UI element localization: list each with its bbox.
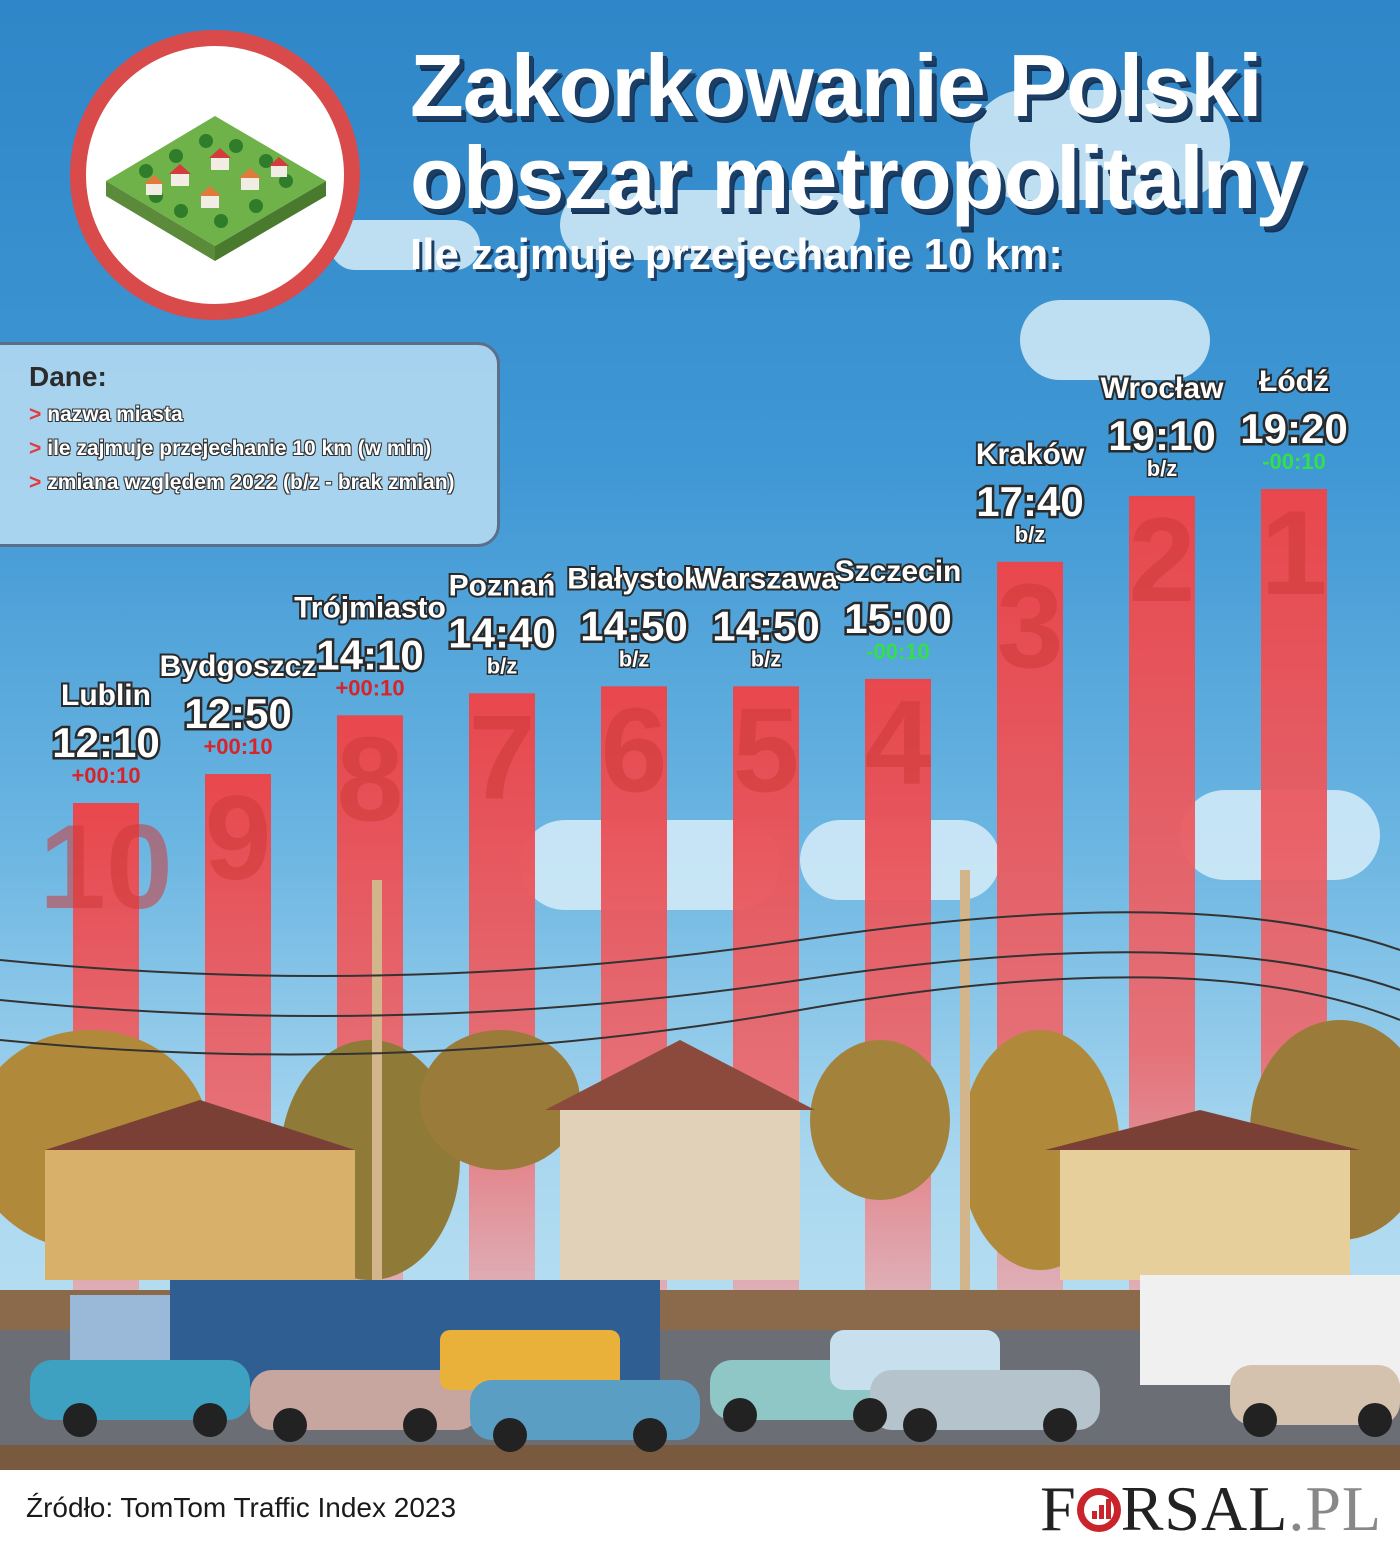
city-label: Wrocław	[1101, 372, 1224, 405]
bar-chart-o-icon	[1076, 1488, 1121, 1532]
legend-item-label: nazwa miasta	[47, 403, 183, 426]
rank-label: 1	[1261, 486, 1328, 620]
rank-label: 3	[997, 559, 1064, 693]
chevron-right-icon: >	[29, 403, 42, 426]
title-line-2: obszar metropolitalny	[410, 128, 1304, 227]
change-label: +00:10	[335, 675, 404, 700]
legend-item-change: > zmiana względem 2022 (b/z - brak zmian)	[29, 471, 497, 495]
title-line-1: Zakorkowanie Polski	[410, 36, 1263, 135]
change-label: -00:10	[1262, 449, 1326, 474]
rank-label: 2	[1129, 493, 1196, 627]
legend-item-city: > nazwa miasta	[29, 403, 497, 427]
subtitle: Ile zajmuje przejechanie 10 km:	[410, 230, 1063, 279]
change-label: +00:10	[203, 734, 272, 759]
time-label: 17:40	[976, 478, 1083, 525]
change-label: -00:10	[866, 639, 930, 664]
source-note: Źródło: TomTom Traffic Index 2023	[26, 1492, 457, 1523]
city-label: Łódź	[1259, 365, 1329, 398]
time-label: 12:50	[184, 690, 291, 737]
chevron-right-icon: >	[29, 471, 42, 494]
title-block: Zakorkowanie Polski obszar metropolitaln…	[410, 40, 1370, 280]
time-label: 14:50	[712, 602, 819, 649]
footer: Źródło: TomTom Traffic Index 2023 F RSAL.…	[0, 1470, 1400, 1545]
legend-item-label: ile zajmuje przejechanie 10 km (w min)	[47, 437, 432, 460]
city-label: Warszawa	[694, 562, 838, 595]
change-label: b/z	[487, 653, 518, 678]
city-label: Kraków	[976, 438, 1085, 471]
street-scene	[0, 870, 1400, 1470]
brand-f: F	[1040, 1473, 1077, 1544]
rank-label: 7	[469, 690, 536, 824]
time-label: 14:10	[316, 631, 423, 678]
time-label: 14:50	[580, 602, 687, 649]
legend-box: Dane: > nazwa miasta > ile zajmuje przejec…	[0, 342, 500, 547]
bar-poznań	[469, 693, 535, 1290]
brand-rest: RSAL	[1120, 1473, 1289, 1544]
cloud	[970, 90, 1230, 200]
rank-label: 9	[205, 771, 272, 905]
bar-chart: 10 9 8 7 6 5 43 2 1	[0, 363, 1400, 1470]
time-label: 19:20	[1240, 405, 1347, 452]
rank-label: 8	[337, 712, 404, 846]
change-label: b/z	[751, 646, 782, 671]
cloud	[330, 220, 480, 270]
time-label: 14:40	[448, 609, 555, 656]
time-label: 19:10	[1108, 412, 1215, 459]
rank-label: 5	[733, 683, 800, 817]
legend-item-label: zmiana względem 2022 (b/z - brak zmian)	[47, 471, 455, 494]
city-label: Białystok	[567, 562, 701, 595]
city-label: Szczecin	[835, 555, 962, 588]
legend-title: Dane:	[29, 361, 107, 392]
city-label: Poznań	[449, 569, 556, 602]
change-label: b/z	[619, 646, 650, 671]
chevron-right-icon: >	[29, 437, 42, 460]
brand-pl: .PL	[1288, 1473, 1382, 1544]
city-label: Trójmiasto	[294, 591, 446, 624]
change-label: b/z	[1147, 456, 1178, 481]
legend-item-time: > ile zajmuje przejechanie 10 km (w min)	[29, 437, 497, 461]
change-label: b/z	[1015, 522, 1046, 547]
cloud	[1020, 300, 1210, 380]
city-label: Bydgoszcz	[160, 650, 317, 683]
city-label: Lublin	[61, 679, 151, 712]
change-label: +00:10	[71, 763, 140, 788]
rank-label: 4	[865, 676, 932, 810]
time-label: 15:00	[844, 595, 951, 642]
rank-label: 10	[39, 800, 172, 934]
brand-logo: F RSAL.PL	[1040, 1472, 1382, 1545]
rank-label: 6	[601, 683, 668, 817]
time-label: 12:10	[52, 719, 159, 766]
cloud	[560, 190, 860, 260]
